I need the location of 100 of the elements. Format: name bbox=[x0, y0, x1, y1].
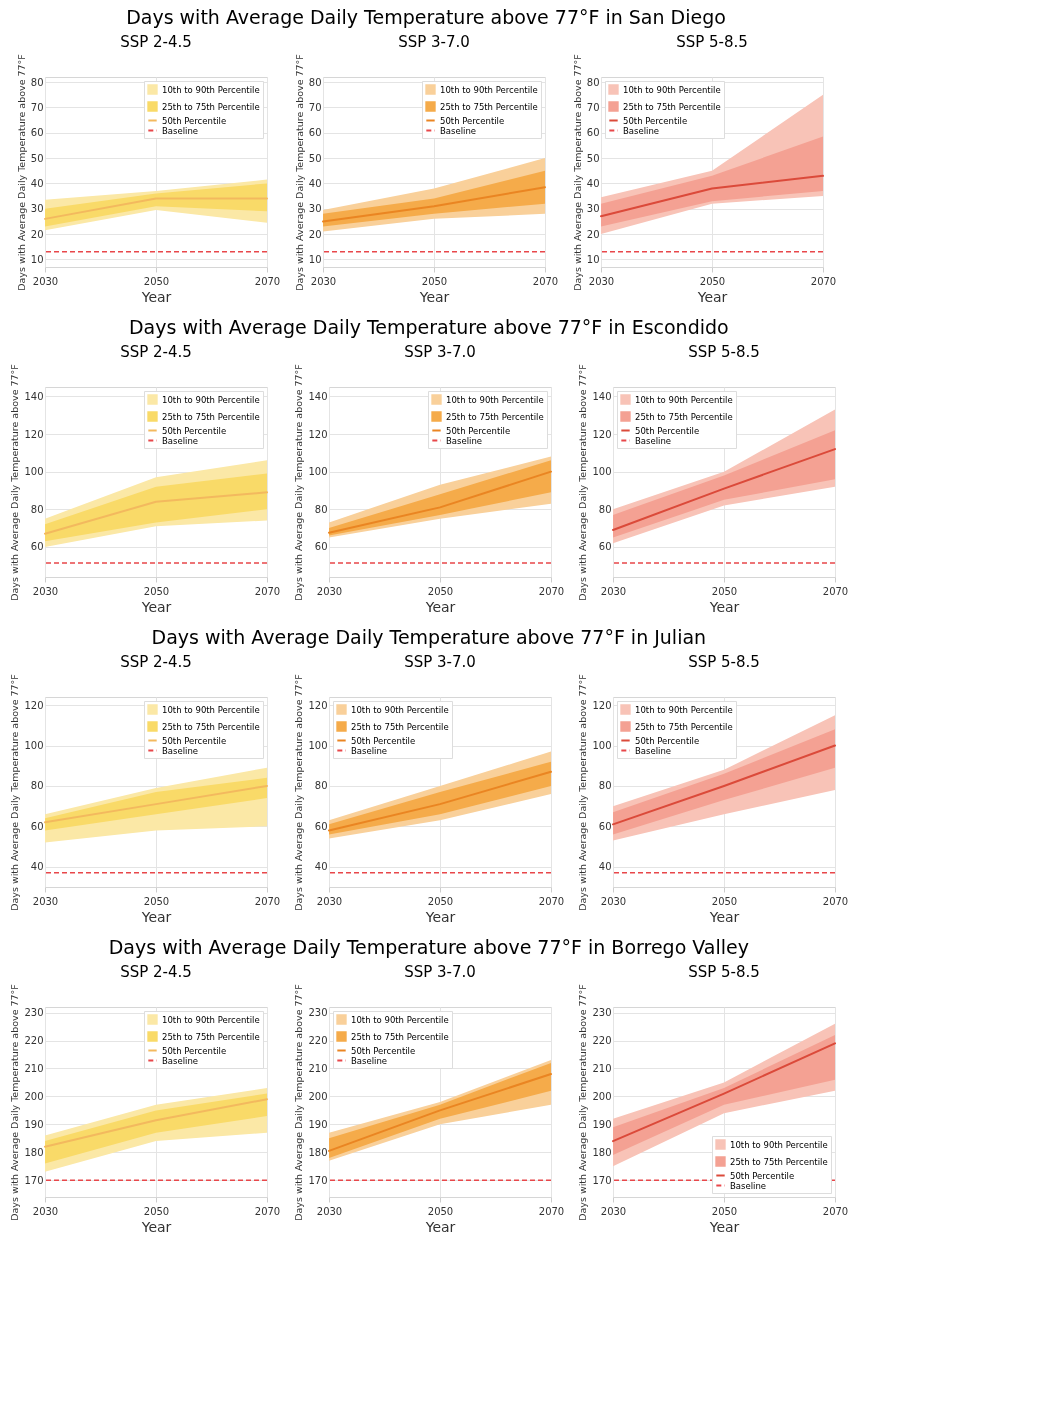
legend-label: 25th to 75th Percentile bbox=[635, 721, 733, 732]
x-tick-label: 2050 bbox=[427, 585, 454, 597]
y-tick-label: 200 bbox=[24, 1090, 44, 1102]
y-axis-title: Days with Average Daily Temperature above 77°F bbox=[577, 984, 589, 1221]
y-tick-label: 60 bbox=[30, 541, 44, 553]
y-tick-label: 180 bbox=[592, 1146, 612, 1158]
y-tick-label: 220 bbox=[24, 1035, 44, 1047]
legend-label: 10th to 90th Percentile bbox=[351, 1014, 449, 1025]
y-tick-label: 100 bbox=[592, 466, 612, 478]
x-tick-label: 2070 bbox=[254, 895, 281, 907]
x-tick-label: 2030 bbox=[600, 585, 627, 597]
x-axis-title: Year bbox=[424, 908, 456, 925]
x-tick-label: 2070 bbox=[254, 275, 281, 287]
y-tick-label: 20 bbox=[30, 228, 44, 240]
legend-label: 50th Percentile bbox=[446, 425, 511, 436]
y-axis-title: Days with Average Daily Temperature above 77°F bbox=[15, 54, 27, 291]
x-tick-label: 2050 bbox=[421, 275, 448, 287]
y-tick-label: 120 bbox=[24, 699, 44, 711]
y-tick-label: 80 bbox=[30, 780, 44, 792]
x-axis-title: Year bbox=[140, 288, 172, 305]
x-tick-label: 2050 bbox=[143, 585, 170, 597]
y-tick-label: 190 bbox=[24, 1118, 44, 1130]
y-axis-title: Days with Average Daily Temperature above 77°F bbox=[293, 54, 305, 291]
y-tick-label: 170 bbox=[592, 1174, 612, 1186]
legend-label: Baseline bbox=[635, 435, 672, 446]
y-tick-label: 80 bbox=[308, 76, 322, 88]
legend-label: Baseline bbox=[162, 745, 199, 756]
y-tick-label: 10 bbox=[308, 253, 322, 265]
x-axis-title: Year bbox=[708, 908, 740, 925]
x-tick-label: 2070 bbox=[538, 895, 565, 907]
chart-title: SSP 2-4.5 bbox=[120, 342, 192, 361]
x-tick-label: 2070 bbox=[822, 895, 849, 907]
y-tick-label: 230 bbox=[24, 1007, 44, 1019]
legend-label: 25th to 75th Percentile bbox=[730, 1156, 828, 1167]
x-tick-label: 2070 bbox=[254, 585, 281, 597]
y-tick-label: 40 bbox=[598, 861, 612, 873]
y-axis-title: Days with Average Daily Temperature above 77°F bbox=[9, 674, 21, 911]
y-tick-label: 140 bbox=[308, 390, 328, 402]
legend-label: 10th to 90th Percentile bbox=[162, 1014, 260, 1025]
legend-label: Baseline bbox=[623, 125, 660, 136]
text: Days with Average Daily Temperature above 77°F in San Diego bbox=[126, 6, 726, 29]
x-axis-title: Year bbox=[418, 288, 450, 305]
x-tick-label: 2050 bbox=[427, 895, 454, 907]
x-tick-label: 2070 bbox=[538, 585, 565, 597]
legend-label: Baseline bbox=[446, 435, 483, 446]
y-tick-label: 100 bbox=[24, 466, 44, 478]
x-tick-label: 2070 bbox=[822, 585, 849, 597]
x-axis-title: Year bbox=[708, 598, 740, 615]
y-tick-label: 120 bbox=[592, 428, 612, 440]
y-tick-label: 20 bbox=[308, 228, 322, 240]
y-tick-label: 140 bbox=[592, 390, 612, 402]
legend-label: 50th Percentile bbox=[623, 115, 688, 126]
x-tick-label: 2030 bbox=[32, 585, 59, 597]
y-tick-label: 10 bbox=[30, 253, 44, 265]
y-tick-label: 40 bbox=[586, 177, 600, 189]
y-tick-label: 220 bbox=[592, 1035, 612, 1047]
x-tick-label: 2030 bbox=[316, 895, 343, 907]
x-tick-label: 2050 bbox=[427, 1205, 454, 1217]
y-tick-label: 70 bbox=[30, 101, 44, 113]
y-tick-label: 30 bbox=[308, 203, 322, 215]
chart-title: SSP 5-8.5 bbox=[688, 342, 760, 361]
legend-label: Baseline bbox=[351, 745, 388, 756]
x-tick-label: 2050 bbox=[143, 275, 170, 287]
x-axis-title: Year bbox=[140, 1218, 172, 1235]
x-tick-label: 2070 bbox=[532, 275, 559, 287]
x-tick-label: 2070 bbox=[538, 1205, 565, 1217]
y-tick-label: 80 bbox=[30, 503, 44, 515]
y-tick-label: 80 bbox=[598, 503, 612, 515]
y-tick-label: 170 bbox=[24, 1174, 44, 1186]
y-tick-label: 80 bbox=[314, 780, 328, 792]
y-tick-label: 70 bbox=[308, 101, 322, 113]
x-tick-label: 2030 bbox=[600, 895, 627, 907]
legend-label: 10th to 90th Percentile bbox=[730, 1139, 828, 1150]
legend-label: 50th Percentile bbox=[635, 735, 700, 746]
legend-label: 10th to 90th Percentile bbox=[635, 704, 733, 715]
y-tick-label: 80 bbox=[314, 503, 328, 515]
legend-label: 25th to 75th Percentile bbox=[351, 1031, 449, 1042]
y-tick-label: 100 bbox=[308, 466, 328, 478]
legend-label: 10th to 90th Percentile bbox=[635, 394, 733, 405]
y-tick-label: 60 bbox=[308, 127, 322, 139]
chart-title: SSP 5-8.5 bbox=[676, 32, 748, 51]
x-tick-label: 2050 bbox=[711, 895, 738, 907]
y-axis-title: Days with Average Daily Temperature above 77°F bbox=[9, 364, 21, 601]
y-tick-label: 180 bbox=[24, 1146, 44, 1158]
chart-title: SSP 2-4.5 bbox=[120, 32, 192, 51]
y-tick-label: 200 bbox=[308, 1090, 328, 1102]
legend-label: 10th to 90th Percentile bbox=[162, 704, 260, 715]
x-axis-title: Year bbox=[140, 598, 172, 615]
y-tick-label: 60 bbox=[598, 820, 612, 832]
legend-label: 25th to 75th Percentile bbox=[440, 101, 538, 112]
x-tick-label: 2050 bbox=[711, 1205, 738, 1217]
y-tick-label: 60 bbox=[598, 541, 612, 553]
y-axis-title: Days with Average Daily Temperature above 77°F bbox=[9, 984, 21, 1221]
y-tick-label: 200 bbox=[592, 1090, 612, 1102]
legend-label: 25th to 75th Percentile bbox=[351, 721, 449, 732]
legend-label: Baseline bbox=[162, 1055, 199, 1066]
y-tick-label: 80 bbox=[598, 780, 612, 792]
legend-label: 10th to 90th Percentile bbox=[351, 704, 449, 715]
x-tick-label: 2050 bbox=[143, 1205, 170, 1217]
y-tick-label: 230 bbox=[308, 1007, 328, 1019]
